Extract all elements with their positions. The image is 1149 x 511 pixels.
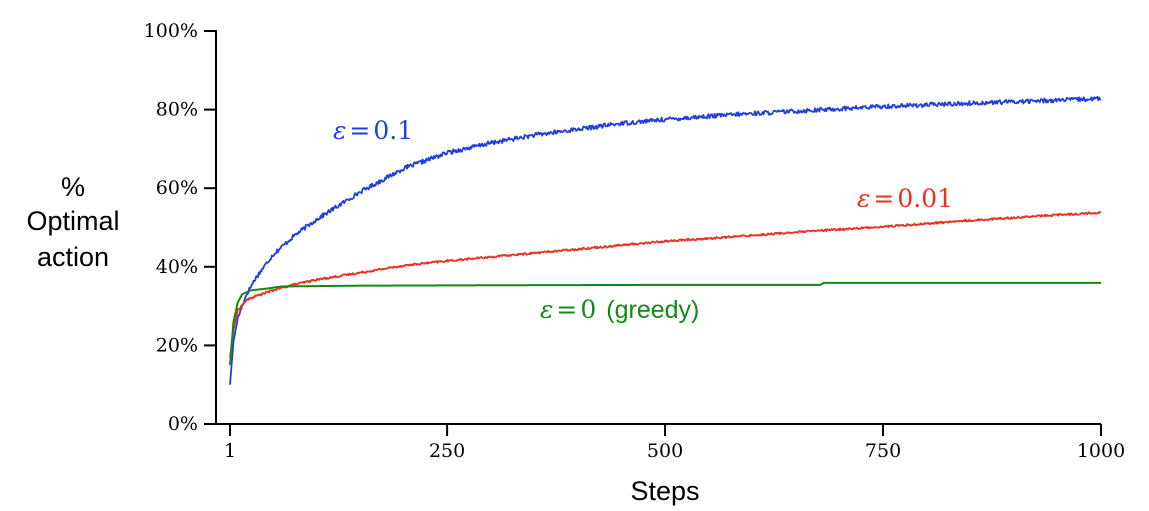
series-label-eps-0-1-value: 0.1 [373,116,413,145]
y-tick-label: 0% [168,413,198,435]
y-axis-title-line-1: % [61,172,85,202]
y-axis-title-line-2: Optimal [26,206,119,236]
y-tick-label: 20% [156,334,198,356]
series-label-eps-0-greedy: ε = 0 (greedy) [540,295,699,324]
x-tick-label: 1 [224,440,236,462]
y-tick-label: 100% [144,20,198,42]
series-label-eps-0-1-symbol: ε [333,116,346,145]
y-tick-label: 80% [156,99,198,121]
x-tick-label: 750 [865,440,901,462]
series-label-eps-0-01-symbol: ε [857,184,870,213]
y-ticks: 0% 20% 40% 60% 80% 100% [144,20,216,435]
series-line [229,211,1102,358]
series-label-eps-0-symbol: ε [540,295,553,324]
y-axis-title-line-3: action [37,242,109,272]
series-label-eps-0-1: ε = 0.1 [333,116,413,145]
x-tick-label: 250 [429,440,465,462]
y-tick-label: 60% [156,177,198,199]
series-label-eps-0-01-eq: = [873,184,894,213]
series-line [229,281,1102,366]
series-label-eps-0-value: 0 [580,295,596,324]
series-label-eps-0-01-value: 0.01 [897,184,953,213]
series-label-eps-0-1-eq: = [349,116,370,145]
series-label-eps-0-eq: = [556,295,577,324]
series-lines [229,95,1102,385]
x-axis-title: Steps [630,476,699,506]
series-line [229,95,1102,385]
x-ticks: 1 250 500 750 1000 [224,424,1125,462]
x-tick-label: 1000 [1077,440,1125,462]
y-tick-label: 40% [156,256,198,278]
series-label-eps-0-01: ε = 0.01 [857,184,953,213]
series-label-greedy-suffix: (greedy) [606,296,699,324]
x-tick-label: 500 [647,440,683,462]
